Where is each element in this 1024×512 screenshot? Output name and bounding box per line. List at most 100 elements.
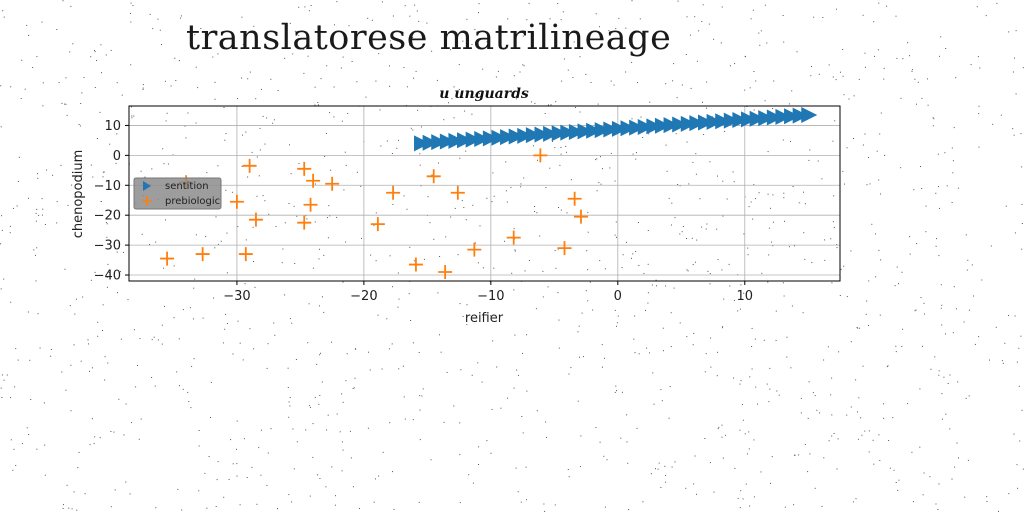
speckle	[708, 23, 710, 25]
speckle	[182, 388, 184, 390]
speckle	[562, 31, 564, 32]
speckle	[341, 470, 343, 472]
speckle	[130, 12, 131, 14]
speckle	[431, 174, 433, 176]
series-prebiologic	[160, 148, 588, 280]
speckle	[919, 388, 921, 390]
speckle	[775, 339, 777, 341]
speckle	[152, 28, 154, 30]
speckle	[439, 334, 440, 336]
speckle	[308, 10, 310, 12]
speckle	[956, 442, 958, 444]
speckle	[610, 152, 612, 154]
speckle	[902, 58, 904, 60]
speckle	[858, 78, 860, 80]
speckle	[831, 435, 833, 437]
speckle	[175, 80, 177, 81]
speckle	[486, 440, 488, 442]
speckle	[241, 16, 243, 18]
speckle	[938, 374, 940, 376]
speckle	[288, 416, 290, 418]
speckle	[316, 363, 318, 365]
speckle	[42, 105, 44, 107]
speckle	[973, 295, 975, 297]
speckle	[108, 271, 110, 273]
speckle	[522, 432, 524, 434]
speckle	[937, 153, 939, 155]
speckle	[30, 399, 32, 400]
speckle	[237, 226, 239, 228]
speckle	[1014, 232, 1016, 234]
speckle	[615, 221, 617, 223]
speckle	[308, 303, 310, 305]
speckle	[333, 86, 335, 88]
speckle	[734, 468, 736, 469]
speckle	[749, 505, 751, 507]
speckle	[760, 471, 762, 473]
sentition-point	[500, 129, 517, 146]
speckle	[251, 151, 253, 153]
speckle	[824, 259, 826, 261]
speckle	[1013, 433, 1015, 435]
speckle	[418, 501, 420, 503]
speckle	[370, 254, 372, 256]
sentition-point	[637, 118, 654, 135]
speckle	[110, 49, 112, 51]
speckle	[79, 125, 81, 127]
speckle	[443, 119, 445, 121]
speckle	[643, 43, 645, 45]
speckle	[554, 147, 556, 149]
speckle	[16, 205, 18, 207]
speckle	[63, 504, 64, 506]
speckle	[920, 297, 922, 298]
speckle	[73, 491, 75, 493]
speckle	[709, 283, 711, 285]
speckle	[15, 348, 17, 350]
speckle	[161, 44, 162, 45]
speckle	[50, 348, 52, 350]
speckle	[345, 164, 347, 166]
speckle	[965, 234, 967, 236]
speckle	[123, 434, 125, 436]
speckle	[217, 243, 219, 245]
speckle	[558, 319, 560, 321]
speckle	[507, 18, 509, 20]
speckle	[855, 498, 857, 500]
speckle	[729, 285, 731, 287]
speckle	[769, 367, 771, 369]
speckle	[116, 251, 118, 253]
speckle	[270, 78, 272, 80]
speckle	[650, 473, 652, 475]
speckle	[77, 467, 79, 469]
speckle	[857, 327, 859, 329]
speckle	[986, 501, 988, 502]
sentition-point	[534, 126, 551, 143]
speckle	[1014, 57, 1015, 59]
speckle	[613, 84, 615, 86]
speckle	[94, 49, 95, 51]
speckle	[336, 216, 338, 218]
speckle	[634, 352, 636, 354]
speckle	[491, 409, 493, 410]
speckle	[187, 112, 189, 114]
prebiologic-point	[467, 242, 482, 257]
speckle	[386, 318, 388, 320]
speckle	[517, 491, 519, 493]
speckle	[967, 259, 969, 261]
speckle	[296, 441, 298, 443]
speckle	[116, 82, 118, 84]
speckle	[665, 481, 667, 483]
speckle	[373, 501, 375, 503]
speckle	[71, 184, 73, 186]
speckle	[832, 140, 834, 142]
speckle	[61, 371, 63, 373]
speckle	[671, 466, 673, 468]
speckle	[722, 180, 724, 182]
speckle	[723, 298, 725, 300]
speckle	[422, 388, 424, 390]
speckle	[944, 152, 946, 154]
speckle	[923, 472, 925, 474]
speckle	[600, 156, 601, 158]
speckle	[940, 284, 942, 286]
